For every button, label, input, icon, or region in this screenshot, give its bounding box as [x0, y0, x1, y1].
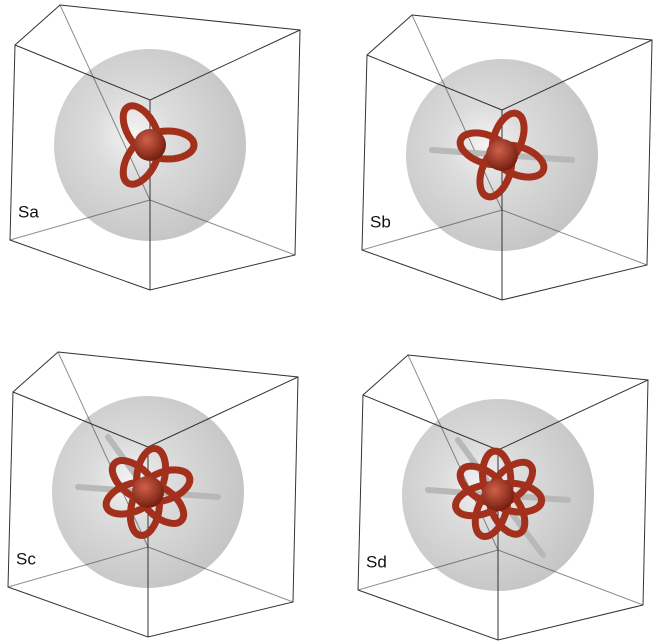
knot-core: [486, 139, 518, 171]
panel-label: Sc: [16, 549, 36, 568]
panel: Sd: [358, 355, 648, 640]
knot-core: [134, 129, 166, 161]
panel-label: Sb: [370, 212, 391, 231]
knot-core: [482, 479, 514, 511]
knot-core: [132, 476, 164, 508]
panel-label: Sa: [18, 202, 39, 221]
panel: Sb: [362, 15, 652, 300]
figure: Sa Sb Sc Sd: [0, 0, 653, 644]
panels: Sa Sb Sc Sd: [8, 5, 652, 640]
panel: Sc: [8, 352, 298, 637]
panel: Sa: [10, 5, 300, 290]
panel-label: Sd: [366, 552, 387, 571]
